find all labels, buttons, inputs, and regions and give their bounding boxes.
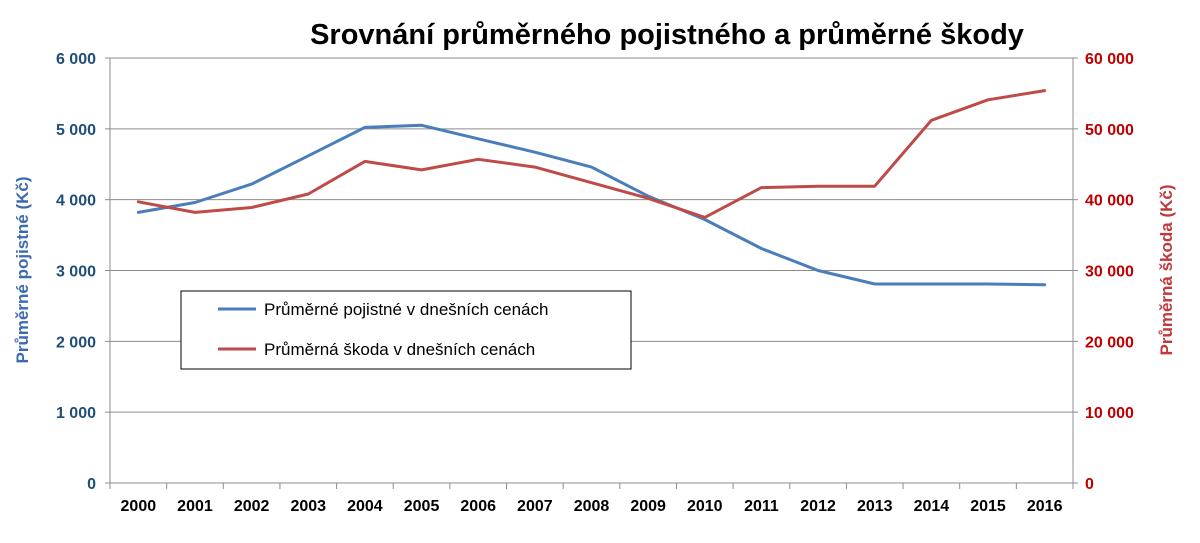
chart-title: Srovnání průměrného pojistného a průměrn…: [310, 19, 1024, 51]
legend-box: [180, 290, 632, 370]
x-tick-label-2: 2002: [234, 498, 270, 515]
x-tick-label-5: 2005: [404, 498, 440, 515]
y-right-tick-label-4: 40 000: [1085, 193, 1134, 210]
x-tick-label-10: 2010: [687, 498, 723, 515]
y-right-tick-label-6: 60 000: [1085, 51, 1134, 68]
x-tick-label-13: 2013: [857, 498, 893, 515]
y-right-tick-label-2: 20 000: [1085, 334, 1134, 351]
y-axis-label-right: Průměrná škoda (Kč): [1157, 185, 1176, 356]
y-right-tick-label-0: 0: [1085, 476, 1094, 493]
x-tick-label-11: 2011: [744, 498, 779, 515]
x-tick-label-1: 2001: [177, 498, 213, 515]
series-line-1: [136, 89, 1047, 219]
y-right-tick-label-3: 30 000: [1085, 264, 1134, 281]
series-lines: [136, 89, 1047, 287]
y-right-tick-label-5: 50 000: [1085, 122, 1134, 139]
x-tick-label-0: 2000: [121, 498, 157, 515]
y-right-tick-label-1: 10 000: [1085, 405, 1134, 422]
y-left-tick-label-2: 2 000: [56, 334, 96, 351]
x-tick-label-9: 2009: [630, 498, 666, 515]
x-tick-label-14: 2014: [914, 498, 950, 515]
legend-label-claim: Průměrná škoda v dnešních cenách: [264, 340, 535, 359]
y-left-tick-label-5: 5 000: [56, 122, 96, 139]
y-left-tick-label-3: 3 000: [56, 264, 96, 281]
axes: [105, 57, 1078, 489]
right-axis-ticks: 0 10 000 20 000 30 000 40 000 50 000 60 000: [1085, 51, 1134, 493]
y-left-tick-label-0: 0: [87, 476, 96, 493]
x-tick-label-4: 2004: [347, 498, 383, 515]
x-tick-label-3: 2003: [290, 498, 326, 515]
left-axis-ticks: 0 1 000 2 000 3 000 4 000 5 000 6 000: [56, 51, 96, 493]
x-tick-label-15: 2015: [970, 498, 1006, 515]
y-left-tick-label-4: 4 000: [56, 193, 96, 210]
x-tick-label-7: 2007: [517, 498, 553, 515]
y-axis-label-left: Průměrné pojistné (Kč): [13, 176, 32, 363]
legend-label-premium: Průměrné pojistné v dnešních cenách: [264, 300, 548, 319]
legend: Průměrné pojistné v dnešních cenách Prům…: [180, 290, 632, 370]
x-tick-label-6: 2006: [460, 498, 496, 515]
x-axis-ticks: 2000 2001 2002 2003 2004 2005 2006 2007 2008 2009…: [121, 498, 1063, 515]
x-tick-label-8: 2008: [574, 498, 610, 515]
x-tick-label-12: 2012: [800, 498, 836, 515]
series-line-0: [136, 123, 1047, 287]
y-left-tick-label-6: 6 000: [56, 51, 96, 68]
y-left-tick-label-1: 1 000: [56, 405, 96, 422]
x-tick-label-16: 2016: [1027, 498, 1063, 515]
